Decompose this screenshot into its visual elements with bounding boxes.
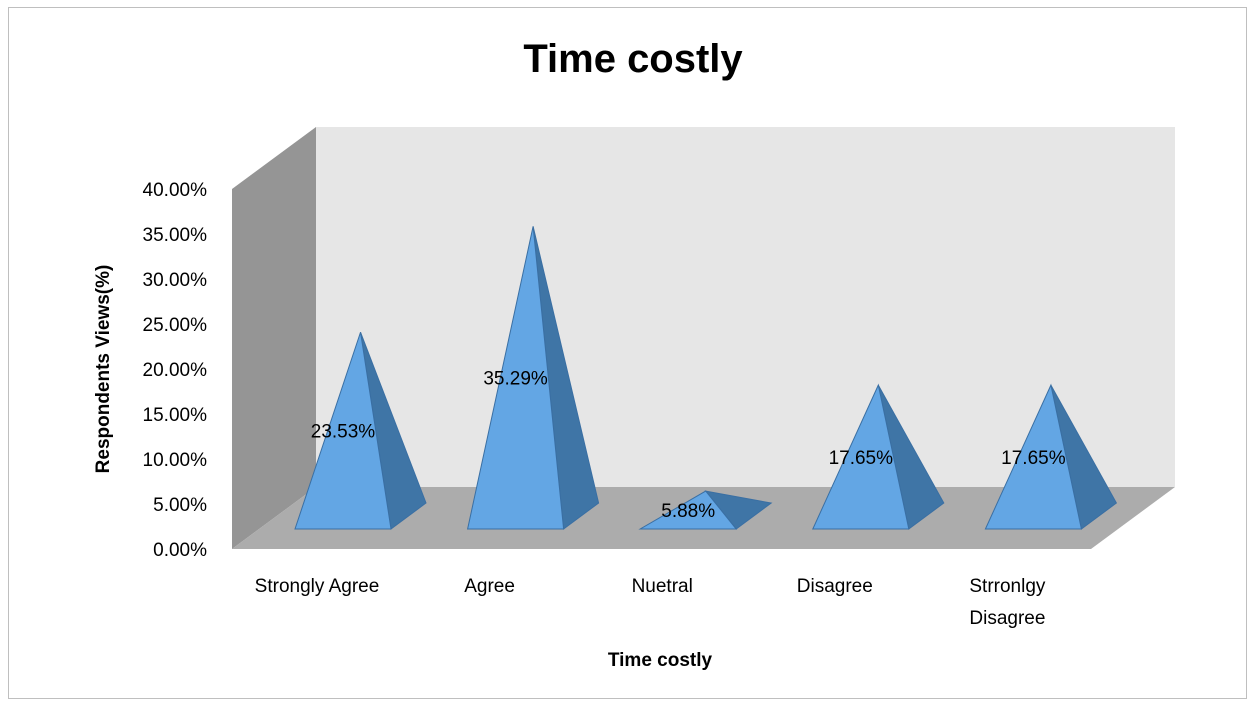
pyramid-2 — [466, 226, 600, 530]
y-tick-label: 35.00% — [143, 225, 208, 246]
y-tick-label: 20.00% — [143, 360, 208, 381]
y-tick-label: 30.00% — [143, 270, 208, 291]
y-axis-title: Respondents Views(%) — [93, 265, 114, 474]
pyramid-1 — [294, 332, 427, 530]
data-label: 17.65% — [1001, 448, 1066, 469]
x-axis-category-labels: Strongly Agree Agree Nuetral Disagree Strron… — [255, 576, 1046, 629]
pyramid-front-face — [466, 226, 565, 530]
pyramid-front-face — [812, 383, 910, 530]
pyramid-series — [294, 226, 1118, 530]
x-category-label: Strronlgy Disagree — [969, 576, 1046, 629]
x-category-label: Agree — [464, 576, 515, 597]
y-tick-label: 15.00% — [143, 405, 208, 426]
x-category-label: Nuetral — [632, 576, 693, 597]
pyramid-5 — [984, 383, 1118, 530]
data-label: 17.65% — [829, 448, 894, 469]
pyramid-4 — [812, 383, 945, 530]
data-label: 5.88% — [661, 501, 715, 522]
y-axis-ticks: 0.00% 5.00% 10.00% 15.00% 20.00% 25.00% 30.00%… — [143, 180, 208, 561]
side-wall — [232, 127, 316, 549]
data-label: 23.53% — [311, 422, 376, 443]
data-labels: 23.53% 35.29% 5.88% 17.65% 17.65% — [311, 369, 1066, 522]
y-tick-label: 10.00% — [143, 450, 208, 471]
pyramid-front-face — [984, 383, 1083, 530]
pyramid-3 — [638, 490, 773, 530]
x-category-label: Strongly Agree — [255, 576, 380, 597]
data-label: 35.29% — [483, 369, 548, 390]
y-tick-label: 40.00% — [143, 180, 208, 201]
y-tick-label: 25.00% — [143, 315, 208, 336]
y-tick-label: 5.00% — [153, 495, 207, 516]
x-axis-title: Time costly — [608, 650, 713, 671]
chart-title: Time costly — [523, 37, 743, 81]
pyramid-front-face — [638, 490, 738, 530]
pyramid-front-face — [294, 332, 392, 530]
y-tick-label: 0.00% — [153, 540, 207, 561]
x-category-label: Disagree — [797, 576, 873, 597]
